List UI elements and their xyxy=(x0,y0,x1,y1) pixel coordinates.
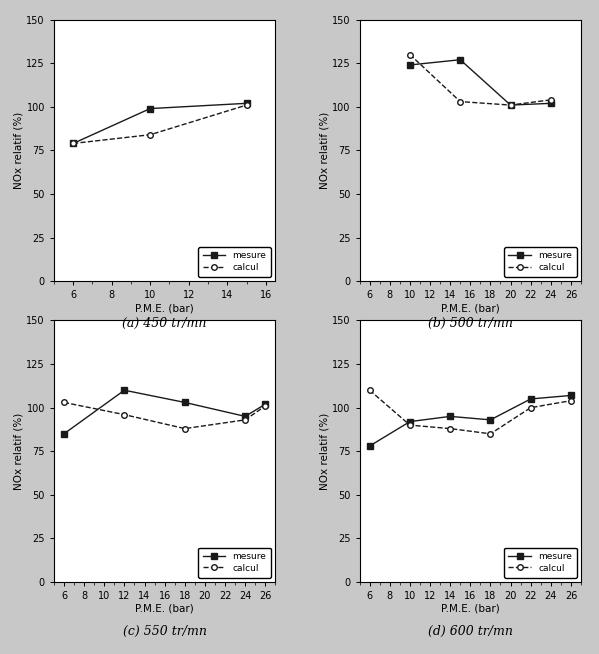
Text: (c) 550 tr/mn: (c) 550 tr/mn xyxy=(123,625,207,638)
Text: (a) 450 tr/mn: (a) 450 tr/mn xyxy=(122,317,207,330)
calcul xyxy=(262,402,269,410)
Legend: mesure, calcul: mesure, calcul xyxy=(504,247,576,277)
Y-axis label: NOx relatif (%): NOx relatif (%) xyxy=(319,112,329,189)
mesure xyxy=(147,105,154,112)
mesure xyxy=(406,61,413,69)
X-axis label: P.M.E. (bar): P.M.E. (bar) xyxy=(135,604,194,614)
calcul xyxy=(456,97,464,105)
mesure xyxy=(527,395,534,403)
calcul xyxy=(447,424,454,432)
calcul xyxy=(507,101,514,109)
mesure xyxy=(241,413,249,421)
calcul xyxy=(366,387,373,394)
calcul xyxy=(69,139,77,147)
Line: calcul: calcul xyxy=(367,387,574,437)
mesure xyxy=(181,398,188,406)
Text: (b) 500 tr/mn: (b) 500 tr/mn xyxy=(428,317,513,330)
calcul xyxy=(241,416,249,424)
calcul xyxy=(567,397,574,405)
Y-axis label: NOx relatif (%): NOx relatif (%) xyxy=(14,112,23,189)
mesure xyxy=(121,387,128,394)
mesure xyxy=(243,99,250,107)
calcul xyxy=(487,430,494,438)
Line: calcul: calcul xyxy=(407,52,553,108)
mesure xyxy=(366,442,373,450)
calcul xyxy=(527,404,534,411)
Text: (d) 600 tr/mn: (d) 600 tr/mn xyxy=(428,625,513,638)
mesure xyxy=(60,430,68,438)
X-axis label: P.M.E. (bar): P.M.E. (bar) xyxy=(441,604,500,614)
mesure xyxy=(547,99,555,107)
Line: calcul: calcul xyxy=(71,102,249,146)
calcul xyxy=(181,424,188,432)
mesure xyxy=(507,101,514,109)
Y-axis label: NOx relatif (%): NOx relatif (%) xyxy=(319,413,329,490)
Line: mesure: mesure xyxy=(61,387,268,437)
calcul xyxy=(406,50,413,58)
Legend: mesure, calcul: mesure, calcul xyxy=(198,547,271,577)
calcul xyxy=(406,421,413,429)
mesure xyxy=(487,416,494,424)
calcul xyxy=(60,398,68,406)
Line: calcul: calcul xyxy=(61,400,268,432)
calcul xyxy=(243,101,250,109)
Line: mesure: mesure xyxy=(367,392,574,449)
mesure xyxy=(262,400,269,408)
X-axis label: P.M.E. (bar): P.M.E. (bar) xyxy=(135,303,194,313)
mesure xyxy=(567,392,574,400)
mesure xyxy=(447,413,454,421)
mesure xyxy=(69,139,77,147)
Y-axis label: NOx relatif (%): NOx relatif (%) xyxy=(14,413,23,490)
Legend: mesure, calcul: mesure, calcul xyxy=(504,547,576,577)
X-axis label: P.M.E. (bar): P.M.E. (bar) xyxy=(441,303,500,313)
mesure xyxy=(456,56,464,63)
calcul xyxy=(547,96,555,104)
calcul xyxy=(121,411,128,419)
Line: mesure: mesure xyxy=(71,101,249,146)
Line: mesure: mesure xyxy=(407,57,553,108)
mesure xyxy=(406,418,413,426)
calcul xyxy=(147,131,154,139)
Legend: mesure, calcul: mesure, calcul xyxy=(198,247,271,277)
